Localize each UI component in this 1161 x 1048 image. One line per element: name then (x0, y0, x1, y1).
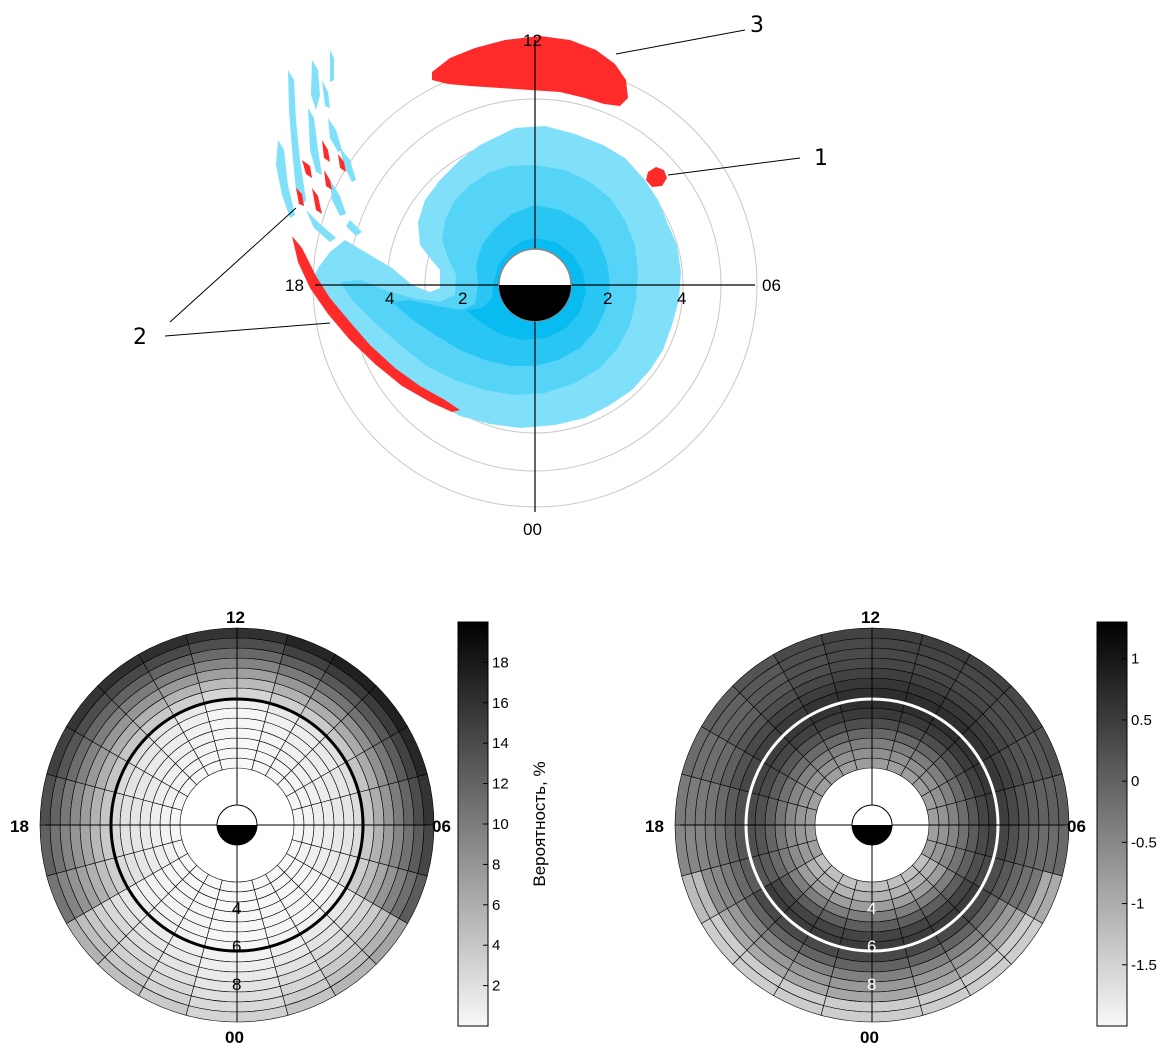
right-ring-label-4: 4 (867, 899, 876, 918)
cyan-streaks (276, 50, 362, 242)
left-ring-label-6: 6 (232, 937, 241, 956)
right-hour-label-00: 00 (860, 1028, 879, 1047)
red-region-1 (646, 167, 667, 187)
red-region-2-upper (296, 188, 304, 206)
colorbar-tick-label: 1 (1131, 651, 1139, 668)
colorbar-tick-label: 4 (492, 937, 500, 954)
right-colorbar: 1 0.5 0 -0.5 -1 -1.5 (1096, 621, 1157, 1027)
cyan-streak (311, 60, 320, 110)
callout-line-2b (164, 322, 331, 337)
red-region-2-upper (338, 154, 346, 172)
cyan-streak (330, 180, 346, 216)
hour-label-00: 00 (523, 520, 542, 539)
left-polar-heatmap: 12 06 18 00 4 6 8 (10, 608, 451, 1047)
callout-line-2a (169, 207, 297, 323)
colorbar-tick-label: -1 (1131, 896, 1144, 913)
left-hour-label-12: 12 (226, 608, 245, 627)
cyan-streak (306, 210, 336, 242)
colorbar-tick-label: -0.5 (1131, 834, 1157, 851)
left-colorbar-ticks: 18 16 14 12 10 8 6 4 2 (483, 654, 509, 995)
right-ring-label-8: 8 (867, 975, 876, 994)
right-hour-label-12: 12 (861, 608, 880, 627)
cyan-streak (322, 80, 330, 108)
red-region-3 (432, 36, 628, 106)
colorbar-tick-label: 6 (492, 897, 500, 914)
colorbar-tick-label: 14 (492, 735, 509, 752)
top-polar-diagram: 12 06 18 00 4 2 2 4 3 1 2 (133, 13, 828, 539)
right-hour-label-06: 06 (1067, 817, 1086, 836)
red-region-2-upper (322, 140, 330, 162)
hour-label-18: 18 (285, 276, 304, 295)
left-ring-label-8: 8 (232, 975, 241, 994)
red-regions (292, 36, 667, 412)
right-earth-disc (851, 804, 893, 846)
right-hour-label-18: 18 (645, 817, 664, 836)
cyan-spiral-region (312, 126, 681, 428)
earth-disc (498, 248, 572, 322)
colorbar-tick-label: 16 (492, 695, 509, 712)
cyan-streak (328, 118, 342, 152)
ring-label-right-4: 4 (677, 289, 686, 308)
colorbar-tick-label: 0.5 (1131, 712, 1152, 729)
left-colorbar: 18 16 14 12 10 8 6 4 2 Вероятность, % (457, 621, 549, 1027)
ring-label-left-4: 4 (385, 289, 394, 308)
callout-label-2: 2 (133, 325, 147, 350)
cyan-streak (288, 70, 306, 205)
left-ring-label-4: 4 (232, 899, 241, 918)
ring-label-right-2: 2 (603, 289, 612, 308)
left-hour-label-18: 18 (10, 817, 29, 836)
cyan-streak (276, 140, 295, 218)
callout-line-3 (615, 29, 746, 55)
left-hour-label-06: 06 (432, 817, 451, 836)
colorbar-tick-label: 12 (492, 776, 509, 793)
colorbar-tick-label: 2 (492, 978, 500, 995)
callout-line-1 (667, 157, 801, 176)
cyan-streak (346, 220, 362, 236)
colorbar-tick-label: 0 (1131, 773, 1139, 790)
left-earth-disc (216, 804, 258, 846)
cyan-streak (330, 50, 334, 82)
right-ring-label-6: 6 (867, 937, 876, 956)
right-colorbar-gradient (1096, 621, 1128, 1027)
cyan-streak (340, 148, 356, 182)
right-polar-heatmap: 12 06 18 00 4 6 8 (645, 608, 1086, 1047)
left-heatmap-cells (39, 627, 435, 1023)
colorbar-tick-label: 8 (492, 856, 500, 873)
red-region-2-upper (324, 170, 332, 190)
callout-label-1: 1 (814, 146, 828, 171)
callout-lines (164, 29, 801, 337)
colorbar-tick-label: 10 (492, 816, 509, 833)
left-colorbar-label: Вероятность, % (530, 761, 549, 886)
colorbar-tick-label: -1.5 (1131, 957, 1157, 974)
ring-label-left-2: 2 (458, 289, 467, 308)
callout-label-3: 3 (750, 13, 764, 38)
red-region-2-upper (302, 160, 312, 178)
red-region-2-upper (312, 188, 322, 214)
left-hour-label-00: 00 (225, 1028, 244, 1047)
hour-label-06: 06 (762, 276, 781, 295)
cyan-streak (308, 108, 322, 175)
colorbar-tick-label: 18 (492, 654, 509, 671)
right-colorbar-ticks: 1 0.5 0 -0.5 -1 -1.5 (1122, 651, 1157, 974)
hour-label-12: 12 (523, 31, 542, 50)
